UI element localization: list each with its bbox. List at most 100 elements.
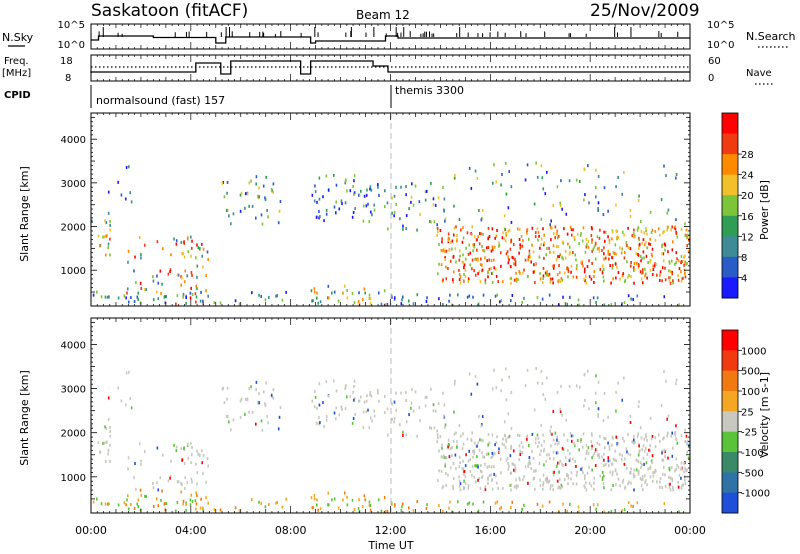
power-cell [684, 233, 687, 237]
velocity-cell [186, 442, 189, 446]
velocity-cell [646, 452, 649, 456]
power-cell [616, 237, 618, 241]
velocity-cell [675, 378, 678, 382]
velocity-cell [623, 457, 626, 461]
velocity-cell [482, 500, 485, 504]
power-cell [504, 239, 507, 243]
velocity-cell [590, 440, 593, 444]
velocity-cell [584, 485, 586, 489]
power-cell [540, 243, 542, 247]
power-cell [601, 269, 604, 273]
power-cell [485, 246, 488, 250]
velocity-cell [661, 485, 663, 489]
colorbar-tick-label: -100 [741, 448, 764, 459]
power-cell [516, 227, 519, 231]
velocity-cell [125, 503, 127, 507]
power-cell [368, 220, 371, 224]
velocity-cell [494, 443, 496, 447]
power-cell [596, 296, 599, 300]
velocity-cell [338, 413, 341, 417]
velocity-cell [518, 434, 521, 438]
power-cell [416, 228, 418, 232]
velocity-cell [541, 487, 544, 491]
power-cell [325, 212, 328, 216]
velocity-cell [459, 481, 462, 485]
velocity-cell [250, 385, 252, 389]
velocity-cell [683, 470, 685, 474]
power-cell [545, 273, 548, 277]
power-cell [534, 262, 537, 266]
velocity-cell [512, 449, 515, 453]
power-cell [443, 219, 446, 223]
velocity-cell [585, 444, 588, 448]
velocity-cell [640, 465, 642, 469]
power-cell [157, 281, 160, 285]
power-colorbar-label: Power [dB] [758, 180, 771, 240]
velocity-cell [466, 502, 469, 506]
xtick-label: 00:00 [75, 524, 107, 537]
velocity-cell [645, 479, 647, 483]
power-cell [559, 280, 562, 284]
velocity-cell [189, 441, 192, 445]
power-cell [175, 239, 178, 243]
velocity-cell [104, 459, 107, 463]
power-cell [176, 294, 179, 298]
power-cell [528, 249, 531, 253]
power-cell [659, 273, 661, 277]
velocity-cell [436, 436, 439, 440]
power-cell [189, 296, 192, 300]
power-cell [664, 266, 666, 270]
velocity-cell [527, 481, 529, 485]
power-cell [408, 299, 410, 303]
velocity-cell [135, 487, 137, 491]
velocity-cell [428, 426, 431, 430]
velocity-cell [213, 508, 216, 512]
power-cell [363, 287, 366, 291]
power-cell [471, 267, 473, 271]
power-cell [671, 272, 674, 276]
velocity-cell [393, 400, 396, 404]
power-cell [645, 226, 647, 230]
power-cell [351, 291, 354, 295]
power-cell [495, 234, 498, 238]
power-cell [175, 302, 177, 306]
power-cell [367, 202, 369, 206]
power-cell [496, 293, 499, 297]
power-cell [226, 208, 229, 212]
power-cell [583, 167, 586, 171]
velocity-cell [471, 465, 474, 469]
power-cell [207, 257, 209, 261]
velocity-cell [542, 473, 545, 477]
velocity-cell [636, 501, 639, 505]
velocity-cell [552, 473, 555, 477]
power-cell [143, 243, 146, 247]
power-cell [637, 252, 639, 256]
velocity-cell [552, 409, 555, 413]
velocity-cell [538, 461, 541, 465]
power-cell [226, 191, 228, 195]
velocity-cell [401, 502, 404, 506]
velocity-cell [641, 463, 643, 467]
power-cell [558, 264, 560, 268]
power-cell [621, 274, 624, 278]
power-cell [569, 225, 572, 229]
colorbar-tick-label: 8 [741, 253, 747, 264]
power-cell [526, 231, 528, 235]
power-cell [503, 237, 505, 241]
power-cell [445, 277, 448, 281]
power-cell [310, 289, 313, 293]
power-cell [448, 248, 451, 252]
velocity-cell [674, 469, 676, 473]
velocity-cell [364, 498, 367, 502]
power-cell [333, 173, 335, 177]
velocity-cell [311, 506, 313, 510]
power-cell [599, 267, 602, 271]
power-cell [405, 185, 407, 189]
velocity-cell [643, 437, 646, 441]
velocity-cell [607, 441, 609, 445]
power-cell [183, 255, 186, 259]
velocity-cell [663, 370, 665, 374]
velocity-cell [383, 395, 386, 399]
velocity-cell [680, 461, 683, 465]
velocity-cell [483, 455, 486, 459]
